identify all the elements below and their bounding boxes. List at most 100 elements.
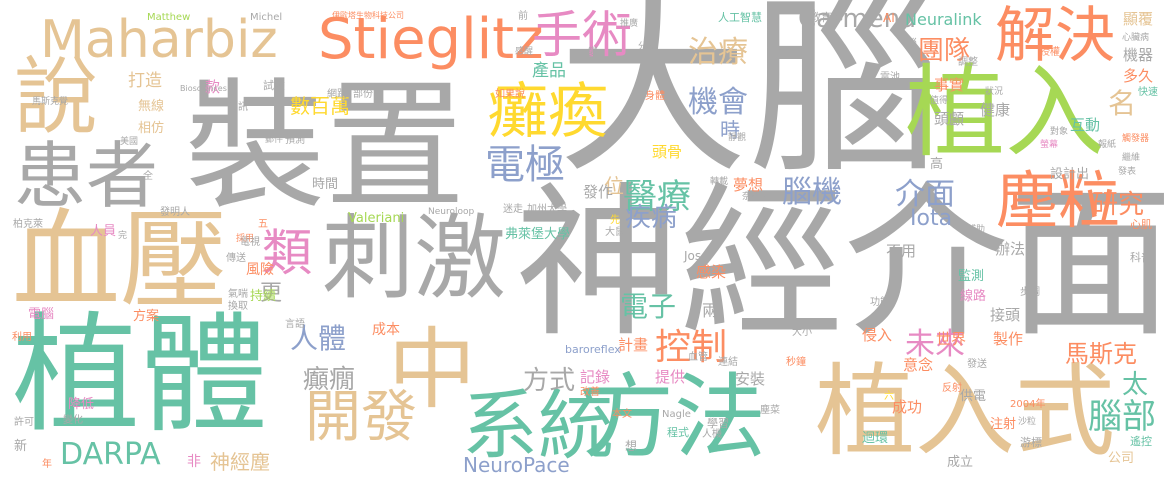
word: 利用 [12, 332, 32, 343]
word: 心肌 [1130, 218, 1152, 231]
word: 人機 [702, 429, 722, 440]
word: 公司 [1108, 451, 1135, 466]
word: 團隊 [918, 36, 971, 66]
word: 機會 [688, 85, 748, 120]
word: 資訊 [228, 102, 248, 113]
word: 連結 [718, 357, 738, 368]
word: 部份 [353, 89, 373, 100]
word: 意念 [903, 356, 934, 374]
word: 人員 [90, 224, 117, 239]
word: 六 [884, 391, 894, 402]
word: 言語 [285, 319, 305, 330]
word: Matthew [147, 12, 191, 23]
word: 辦法 [995, 240, 1026, 258]
word: 血壓 [12, 199, 229, 324]
word: 郵件 [265, 135, 284, 145]
word: 神經塵 [210, 450, 270, 474]
word: 腦 [905, 37, 918, 51]
word: 計畫 [618, 336, 649, 354]
word: 想 [625, 439, 638, 453]
word: 感染 [696, 263, 727, 281]
word: Nagle [662, 409, 691, 420]
word: 時間 [312, 177, 339, 192]
word: 調整 [958, 57, 978, 68]
word: Maharbiz [40, 10, 278, 70]
word: 手術 [532, 6, 632, 64]
word: NeuroPace [463, 453, 570, 477]
word: 推廣 [620, 19, 639, 29]
word: 成本 [372, 322, 400, 338]
word: 供電 [960, 389, 987, 404]
word: 塵粒 [996, 164, 1121, 237]
word: 科普 [1130, 251, 1152, 264]
word: AI [883, 11, 895, 25]
word: 大小 [792, 327, 812, 338]
word: 研究 [1092, 190, 1145, 220]
word: 分校 [638, 42, 657, 52]
word: 傳送 [226, 253, 246, 264]
word: 產品 [532, 61, 566, 81]
word: 感醒 [515, 47, 534, 57]
word: 時 [720, 118, 740, 142]
word: 前 [518, 11, 528, 22]
word: 頭骨 [652, 143, 683, 161]
word: Michel [250, 12, 283, 23]
word: 馬斯克 [1065, 340, 1137, 368]
word: 年 [42, 459, 52, 470]
word: 電極 [485, 142, 565, 188]
word: 侵入 [862, 326, 893, 344]
word: 中 [388, 318, 477, 421]
word: 製作 [993, 330, 1024, 348]
word: 發作 [583, 183, 614, 201]
word: 方案 [133, 309, 160, 324]
word: 兩 [702, 301, 719, 320]
word: Iota [910, 206, 953, 231]
word: 未來 [905, 327, 965, 362]
word: 發明人 [160, 207, 190, 218]
word: 反射 [942, 383, 962, 394]
word: 大鼠 [605, 227, 625, 238]
word: 方式 [523, 366, 576, 396]
word: 程式 [667, 426, 689, 439]
word: Neuralink [905, 10, 982, 29]
word: 監測 [958, 269, 985, 284]
word: 換取 [228, 301, 248, 312]
word: 患者 [14, 134, 159, 218]
word: 觸發器 [1122, 134, 1150, 144]
word: 塵菜 [760, 405, 780, 416]
word: 方法 [582, 364, 767, 471]
word: 完 [118, 231, 128, 241]
word: 癱瘓 [488, 77, 608, 147]
word: 伊歐塔生物科技公司 [332, 11, 404, 20]
word: 持續 [250, 289, 277, 304]
word: 相仿 [138, 121, 165, 136]
word: 心臟病 [1122, 33, 1150, 43]
word: 奈格爾 [742, 192, 770, 202]
word: 本文 [612, 409, 632, 420]
word: baroreflex [565, 343, 621, 356]
word: 頭顱 [934, 110, 965, 128]
word: 對象 [1050, 127, 1069, 137]
word: Valeriani [348, 211, 405, 226]
word: 授權 [1040, 47, 1060, 58]
word: 游標 [1020, 436, 1042, 449]
word: 值得 [930, 96, 949, 106]
word: 植入式 [815, 353, 1115, 470]
word: 植入 [905, 54, 1105, 171]
word: 植體 [12, 301, 269, 450]
word: 顯覆 [1123, 10, 1154, 28]
word: 款 [205, 78, 221, 96]
word: 遙控 [1130, 435, 1152, 448]
word: 癲癇 [303, 365, 356, 395]
word: 加州大學 [527, 204, 567, 215]
word: 更 [260, 281, 283, 306]
word: Stieglitz [318, 7, 544, 72]
word: Carmena [798, 4, 917, 34]
word: 快速 [1138, 87, 1158, 98]
word: 步調 [1020, 287, 1040, 298]
word: 健康 [980, 101, 1011, 119]
word: 網路 [327, 89, 347, 100]
word: 如果說 [495, 89, 525, 100]
word: 位 [604, 174, 624, 198]
word: 開發 [305, 385, 417, 450]
